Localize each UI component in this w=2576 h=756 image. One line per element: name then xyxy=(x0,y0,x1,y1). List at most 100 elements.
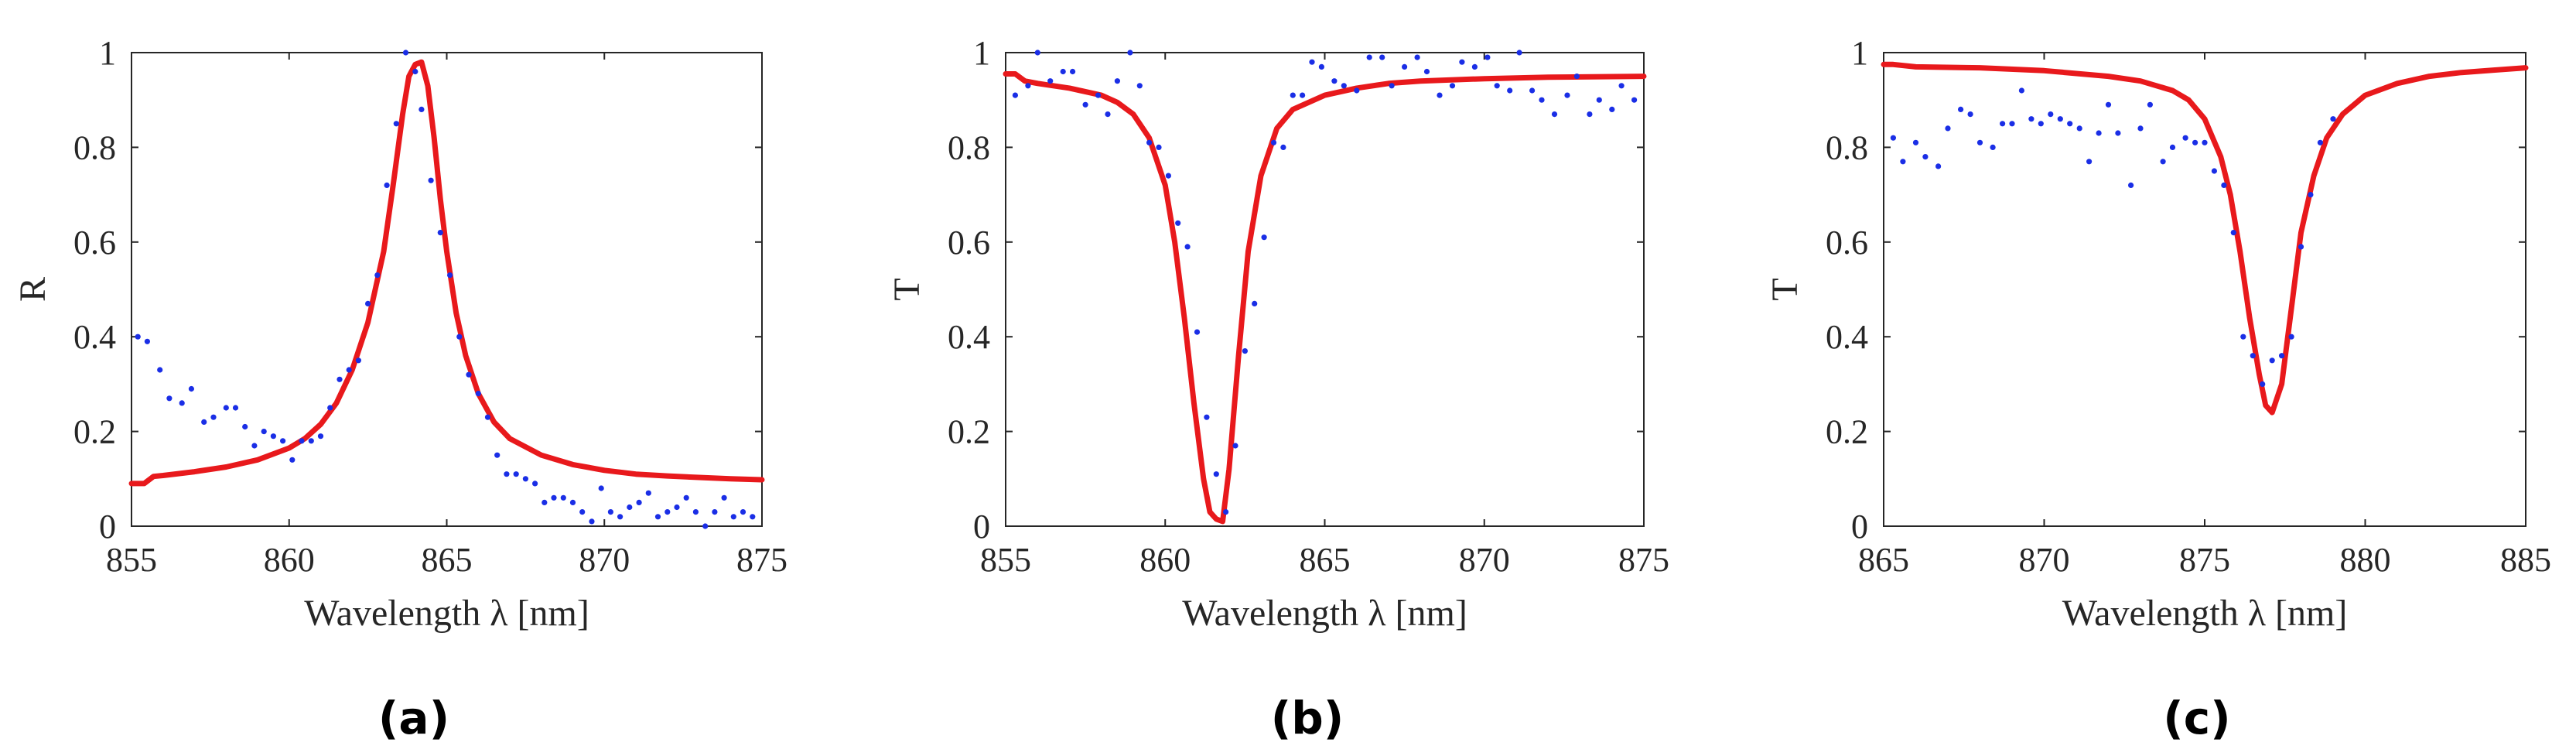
measured-point xyxy=(1309,59,1315,65)
x-tick-label: 865 xyxy=(1300,541,1351,579)
measured-point xyxy=(750,514,756,520)
measured-point xyxy=(2000,121,2006,127)
x-tick-label: 860 xyxy=(1139,541,1191,579)
y-tick-label: 0.4 xyxy=(73,318,116,356)
measured-point xyxy=(1958,106,1964,112)
measured-point xyxy=(504,471,510,477)
measured-point xyxy=(1290,92,1296,98)
measured-point xyxy=(589,518,595,525)
measured-point xyxy=(475,391,481,397)
measured-point xyxy=(730,514,736,520)
measured-point xyxy=(2028,116,2034,122)
y-tick-label: 1 xyxy=(1851,34,1868,72)
measured-point xyxy=(355,357,361,364)
measured-point xyxy=(456,334,463,340)
measured-point xyxy=(1165,173,1171,179)
x-tick-label: 865 xyxy=(1858,541,1909,579)
measured-point xyxy=(1095,92,1102,98)
measured-point xyxy=(721,494,727,501)
measured-point xyxy=(1146,139,1153,145)
x-tick-label: 870 xyxy=(2019,541,2070,579)
measured-point xyxy=(374,272,381,279)
measured-point xyxy=(1551,111,1558,118)
measured-point xyxy=(1025,83,1031,89)
measured-point xyxy=(261,429,267,435)
measured-point xyxy=(740,509,746,515)
measured-point xyxy=(2330,116,2336,122)
measured-point xyxy=(337,376,343,382)
measured-point xyxy=(1204,414,1210,420)
measured-point xyxy=(560,494,566,501)
measured-point xyxy=(346,367,352,373)
measured-point xyxy=(484,414,491,420)
measured-point xyxy=(2105,101,2112,108)
measured-point xyxy=(1449,83,1456,89)
measured-point xyxy=(1459,59,1465,65)
panel-label-a: (a) xyxy=(378,692,449,744)
measured-point xyxy=(1494,83,1500,89)
measured-point xyxy=(1194,329,1201,335)
x-tick-label: 870 xyxy=(579,541,630,579)
measured-point xyxy=(179,400,185,406)
measured-point xyxy=(1587,111,1593,118)
x-tick-label: 880 xyxy=(2340,541,2391,579)
measured-point xyxy=(2137,125,2144,132)
measured-point xyxy=(1912,139,1919,145)
measured-point xyxy=(1213,471,1219,477)
measured-point xyxy=(2298,244,2304,250)
measured-point xyxy=(157,367,163,373)
measured-point xyxy=(2240,334,2246,340)
measured-point xyxy=(1596,97,1602,103)
measured-point xyxy=(1967,111,1973,118)
measured-point xyxy=(2018,87,2024,94)
measured-point xyxy=(1242,348,1248,354)
measured-point xyxy=(2076,125,2082,132)
panel-label-b: (b) xyxy=(1271,692,1344,744)
measured-point xyxy=(1318,63,1324,70)
measured-point xyxy=(2260,381,2266,387)
measured-point xyxy=(210,414,217,420)
y-tick-label: 0 xyxy=(973,508,990,546)
y-axis-label: T xyxy=(887,278,928,300)
measured-point xyxy=(1990,144,1996,150)
measured-point xyxy=(1414,54,1420,60)
x-tick-label: 870 xyxy=(1459,541,1510,579)
measured-point xyxy=(2182,135,2188,141)
fit-curve-b xyxy=(1003,71,1647,525)
measured-point xyxy=(412,68,419,75)
measured-point xyxy=(223,405,229,411)
x-tick-label: 875 xyxy=(736,541,787,579)
y-tick-label: 0 xyxy=(99,508,116,546)
measured-point xyxy=(1280,144,1286,150)
measured-point xyxy=(692,509,699,515)
measured-point xyxy=(2221,182,2227,188)
measured-point xyxy=(365,300,371,306)
y-tick-label: 0.2 xyxy=(948,413,990,451)
measured-point xyxy=(1976,139,1983,145)
x-tick-label: 855 xyxy=(980,541,1031,579)
measured-point xyxy=(1082,101,1088,108)
measured-point xyxy=(532,481,538,487)
measured-point xyxy=(1609,106,1615,112)
measured-point xyxy=(1127,50,1133,56)
measured-point xyxy=(712,509,718,515)
x-axis-label: Wavelength λ [nm] xyxy=(2062,593,2348,634)
measured-point xyxy=(2269,357,2275,364)
measured-point xyxy=(1564,92,1570,98)
measured-point xyxy=(2279,353,2285,359)
measured-point xyxy=(299,438,305,444)
measured-point xyxy=(1631,97,1638,103)
measured-point xyxy=(2009,121,2015,127)
measured-point xyxy=(1261,234,1267,241)
x-tick-label: 860 xyxy=(264,541,315,579)
measured-point xyxy=(1270,139,1277,145)
measured-point xyxy=(551,494,557,501)
y-tick-label: 0.8 xyxy=(1826,128,1868,166)
measured-point xyxy=(1922,154,1929,160)
chart-panel-c: 865 870 875 880 885 0 0.2 0.4 0.6 0.8 1 Wavelength … xyxy=(1765,34,2551,744)
measured-point xyxy=(2169,144,2176,150)
measured-point xyxy=(1341,83,1347,89)
plot-frame-b xyxy=(1005,52,1645,527)
y-tick-label: 0.6 xyxy=(948,224,990,262)
